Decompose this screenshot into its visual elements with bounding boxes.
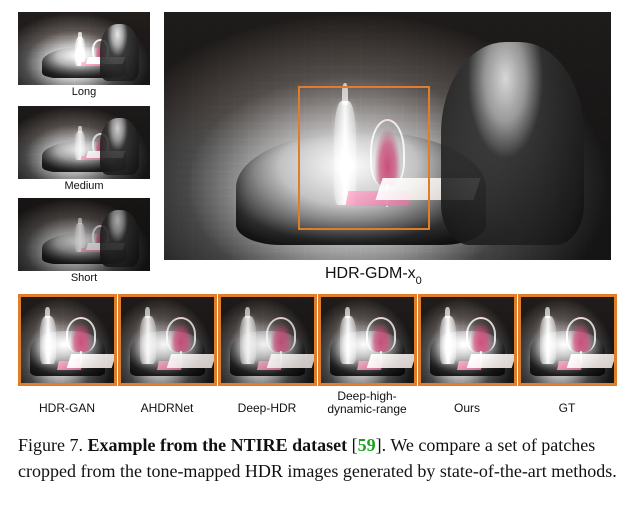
label-hdr-gan: HDR-GAN [39,401,95,415]
figure-caption: Figure 7. Example from the NTIRE dataset… [18,432,624,484]
paper-shape [367,353,414,368]
patch-deep-high-dynamic-range [318,294,417,386]
label-line: dynamic-range [327,402,407,416]
glass-shape [165,317,196,363]
man-shape [441,41,585,246]
glass-shape [369,119,405,208]
bottle-shape [74,31,86,67]
main-label-subscript: 0 [415,275,422,288]
label-line: Deep-high- [337,389,397,403]
glass-shape [465,317,496,363]
bottle-shape [339,307,357,365]
caption-citation-close: ]. [375,435,387,455]
label-deep-hdr: Deep-HDR [237,401,297,415]
caption-prefix: Figure 7. [18,435,88,455]
main-hdr-image [164,12,611,260]
man-shape [99,23,140,81]
label-ours: Ours [453,401,480,415]
medium-exposure-photo [18,106,150,179]
label-deep-high-dynamic-range: Deep-high-dynamic-range [312,390,422,416]
main-photo [164,12,611,260]
exposure-long-label: Long [71,86,97,98]
bottle-shape [139,307,157,365]
patch-ours [418,294,517,386]
short-exposure-photo [18,198,150,271]
glass-shape [265,317,296,363]
main-image-label: HDR-GDM-x0 [325,265,422,288]
exposure-short-thumbnail [18,198,150,271]
bottle-shape [333,82,357,206]
man-shape [99,117,140,175]
patch-deep-hdr [218,294,317,386]
bottle-shape [74,217,86,253]
caption-bold: Example from the NTIRE dataset [87,435,348,455]
paper-shape [167,353,214,368]
bottle-shape [539,307,557,365]
patch-gt [518,294,617,386]
patch-ahdrnet [118,294,217,386]
exposure-long-thumbnail [18,12,150,85]
patch-photo [421,297,514,383]
patch-photo [321,297,414,383]
bottle-shape [39,307,57,365]
label-ahdrnet: AHDRNet [140,401,194,415]
exposure-medium-thumbnail [18,106,150,179]
bottle-shape [239,307,257,365]
main-label-text: HDR-GDM-x [325,265,416,282]
patch-photo [521,297,614,383]
glass-shape [65,317,96,363]
label-gt: GT [558,401,576,415]
caption-citation: 59 [357,435,376,455]
paper-shape [567,353,614,368]
crop-highlight-box [298,86,430,230]
exposure-short-label: Short [70,272,98,284]
paper-shape [467,353,514,368]
label-deep-high-dynamic-range-text: Deep-high-dynamic-range [327,389,406,416]
paper-shape [267,353,314,368]
patch-photo [21,297,114,383]
patch-hdr-gan [18,294,117,386]
bottle-shape [74,125,86,161]
caption-citation-open: [ [351,435,358,455]
caption-text: We compare a set of patches cropped from… [18,435,617,481]
bottle-shape [439,307,457,365]
paper-shape [67,353,114,368]
man-shape [99,209,140,267]
glass-shape [565,317,596,363]
long-exposure-photo [18,12,150,85]
patch-photo [121,297,214,383]
patch-photo [221,297,314,383]
glass-shape [365,317,396,363]
exposure-medium-label: Medium [64,180,104,192]
